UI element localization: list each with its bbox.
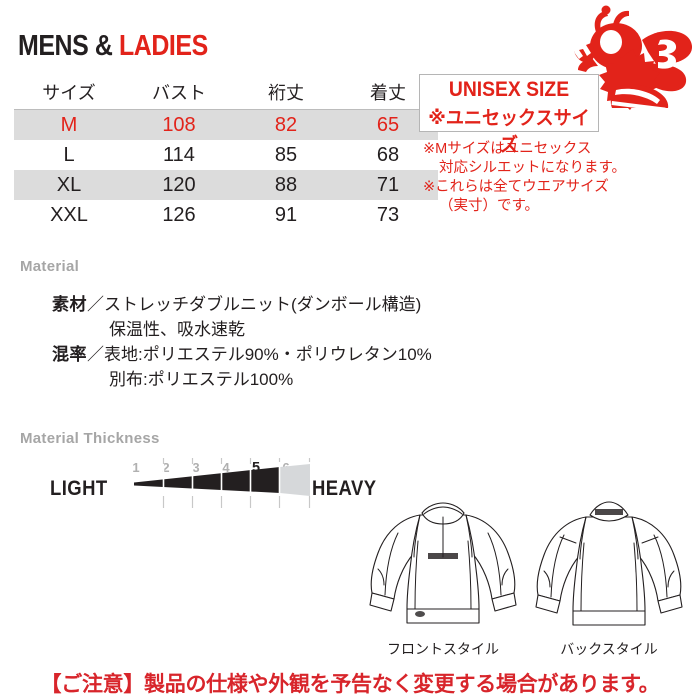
cell-bust: 120 [124,170,234,200]
cell-bust: 108 [124,109,234,140]
table-row: XL 120 88 71 [14,170,438,200]
cell-sleeve: 91 [274,203,298,226]
col-header-sleeve: 裄丈 [234,78,338,110]
gauge-tick-3: 3 [192,460,200,475]
unisex-notes: ※Mサイズはユニセックス 対応シルエットになります。 ※これらは全てウエアサイズ… [423,140,695,216]
gauge-tick-1: 1 [132,460,140,475]
title-ladies: LADIES [118,30,208,62]
material-key-1: 素材 [52,295,87,314]
garment-back-caption: バックスタイル [560,641,658,657]
unisex-note-line-2: 対応シルエットになります。 [439,160,627,176]
thickness-section-label: Material Thickness [20,430,160,447]
gauge-wedge [134,458,311,508]
cell-length: 68 [376,143,400,166]
material-line-2: 保温性、吸水速乾 [52,317,432,342]
material-line-4: 別布:ポリエステル100% [52,367,432,392]
cell-size: M [14,109,124,140]
unisex-badge-japanese: ※ユニセックスサイズ [428,108,590,156]
table-row: XXL 126 91 73 [14,200,438,230]
material-value-2: 保温性、吸水速乾 [109,320,245,339]
cell-sleeve: 82 [234,109,338,140]
size-table-header-row: サイズ バスト 裄丈 着丈 [14,78,438,110]
table-row: L 114 85 68 [14,140,438,170]
unisex-size-badge: UNISEX SIZE ※ユニセックスサイズ [419,74,599,156]
material-value-3: 表地:ポリエステル90%・ポリウレタン10% [104,345,432,364]
material-key-3: 混率 [52,345,87,364]
material-line-1: 素材／ストレッチダブルニット(ダンボール構造) [52,292,432,317]
neck-logo-mark [595,509,623,515]
material-sep-3: ／ [87,345,104,364]
cell-size: L [63,143,75,166]
page-title: MENS & LADIES [18,30,208,63]
unisex-note-line-1: ※Mサイズはユニセックス [423,141,592,157]
cell-length: 65 [338,109,438,140]
material-value-1: ストレッチダブルニット(ダンボール構造) [104,295,422,314]
material-section-label: Material [20,258,80,275]
cell-sleeve: 88 [234,170,338,200]
cell-sleeve: 85 [274,143,298,166]
unisex-note-line-4: （実寸）です。 [439,198,540,214]
cell-size: XXL [50,203,88,226]
gauge-tick-4: 4 [222,460,230,475]
cell-bust: 126 [162,203,196,226]
garment-front-illustration [358,497,528,642]
chest-logo-mark [428,553,458,559]
material-line-3: 混率／表地:ポリエステル90%・ポリウレタン10% [52,342,432,367]
notice-text: 【ご注意】製品の仕様や外観を予告なく変更する場合があります。 [40,673,660,696]
garment-front-caption: フロントスタイル [387,641,499,657]
material-sep-1: ／ [87,295,104,314]
cell-length: 71 [338,170,438,200]
material-details: 素材／ストレッチダブルニット(ダンボール構造) 保温性、吸水速乾 混率／表地:ポ… [52,292,432,392]
table-row: M 108 82 65 [14,109,438,140]
size-table: サイズ バスト 裄丈 着丈 M 108 82 65 L 114 85 68 XL… [14,78,438,230]
cell-length: 73 [376,203,400,226]
col-header-bust: バスト [124,78,234,110]
unisex-note-line-3: ※これらは全てウエアサイズ [423,179,609,195]
title-ampersand: & [94,30,113,62]
cell-size: XL [14,170,124,200]
unisex-badge-english: UNISEX SIZE [448,78,570,101]
garment-back-illustration [524,497,694,642]
gauge-tick-2: 2 [162,460,170,475]
col-header-size: サイズ [14,78,124,110]
material-thickness-gauge: LIGHT HEAVY 1 2 3 4 5 6 [50,458,380,510]
gauge-light-label: LIGHT [50,477,108,500]
title-mens: MENS [18,30,89,62]
cell-bust: 114 [163,143,195,166]
material-value-4: 別布:ポリエステル100% [109,370,294,389]
gauge-heavy-label: HEAVY [312,477,377,500]
bee-mascot-logo-icon [556,2,696,112]
gauge-tick-5: 5 [251,460,261,476]
